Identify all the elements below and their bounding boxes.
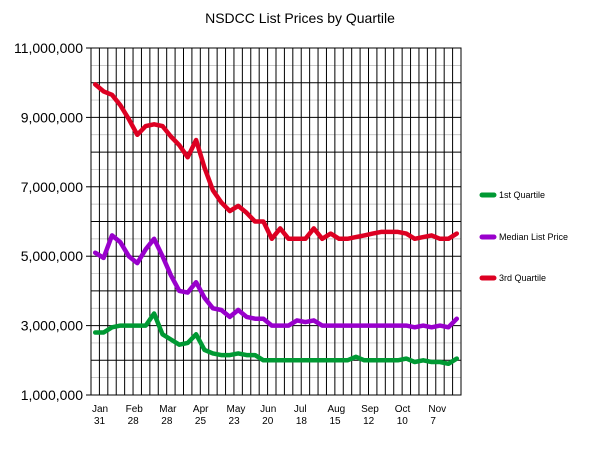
series-line bbox=[92, 82, 460, 242]
y-axis: 1,000,000 3,000,000 5,000,000 7,000,000 9,00… bbox=[14, 40, 91, 403]
x-tick-label: 10 bbox=[397, 416, 409, 427]
x-tick-label: Aug bbox=[327, 404, 345, 415]
y-tick-label: 9,000,000 bbox=[21, 109, 83, 125]
x-tick-label: Jan bbox=[92, 404, 108, 415]
x-tick-label: 12 bbox=[363, 416, 375, 427]
x-tick-label: 15 bbox=[329, 416, 341, 427]
x-tick-label: 7 bbox=[430, 416, 436, 427]
x-tick-label: 31 bbox=[94, 416, 106, 427]
x-tick-label: Sep bbox=[361, 404, 379, 415]
x-tick-label: 28 bbox=[161, 416, 173, 427]
x-tick-label: Feb bbox=[126, 404, 144, 415]
x-tick-label: Jun bbox=[260, 404, 276, 415]
plot-frame bbox=[90, 47, 462, 396]
y-tick-label: 5,000,000 bbox=[21, 248, 83, 264]
legend-label: 3rd Quartile bbox=[499, 273, 546, 283]
series-line bbox=[92, 233, 460, 330]
x-axis: Jan31Feb28Mar28Apr25May23Jun20Jul18Aug15… bbox=[92, 404, 446, 427]
x-tick-label: Jul bbox=[294, 404, 307, 415]
x-tick-label: 23 bbox=[229, 416, 241, 427]
x-tick-label: Apr bbox=[193, 404, 209, 415]
x-tick-label: Oct bbox=[395, 404, 411, 415]
x-tick-label: 20 bbox=[262, 416, 274, 427]
y-tick-label: 3,000,000 bbox=[21, 318, 83, 334]
x-tick-label: 28 bbox=[128, 416, 140, 427]
series-line bbox=[92, 311, 460, 367]
x-tick-label: 18 bbox=[296, 416, 308, 427]
chart-title: NSDCC List Prices by Quartile bbox=[205, 10, 395, 26]
legend-label: Median List Price bbox=[499, 232, 568, 242]
grid bbox=[90, 47, 462, 396]
legend-label: 1st Quartile bbox=[499, 190, 545, 200]
x-tick-label: Nov bbox=[428, 404, 446, 415]
y-tick-label: 1,000,000 bbox=[21, 387, 83, 403]
y-tick-label: 11,000,000 bbox=[14, 40, 83, 56]
y-tick-label: 7,000,000 bbox=[21, 179, 83, 195]
legend: 1st Quartile Median List Price 3rd Quartil… bbox=[479, 190, 568, 283]
series-layer bbox=[92, 82, 460, 367]
x-tick-label: 25 bbox=[195, 416, 207, 427]
x-tick-label: May bbox=[227, 404, 246, 415]
x-tick-label: Mar bbox=[159, 404, 177, 415]
